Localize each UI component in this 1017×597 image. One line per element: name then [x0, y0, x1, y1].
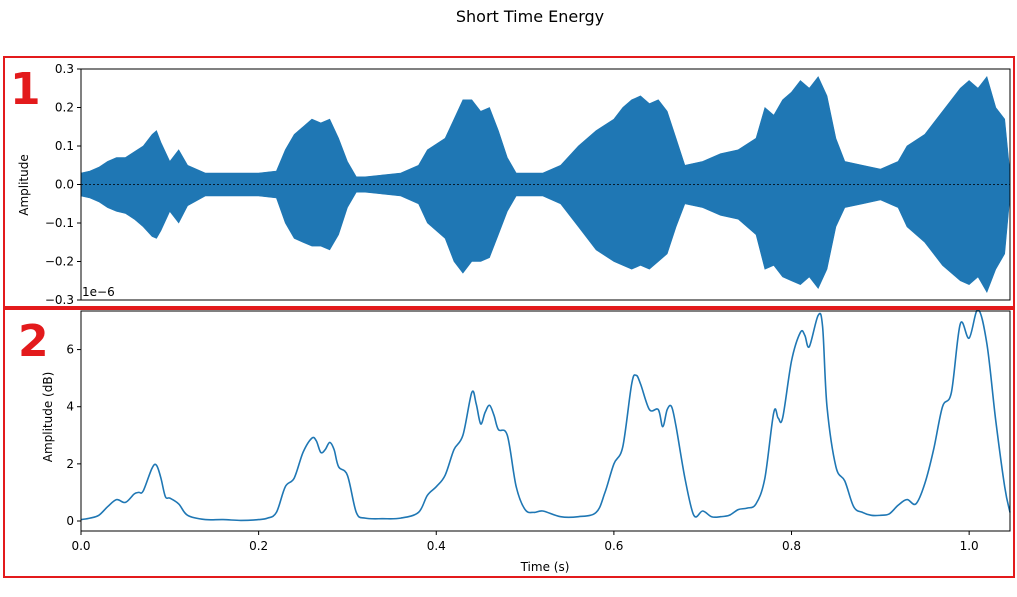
waveform-y-label: Amplitude: [17, 154, 31, 216]
energy-y-label: Amplitude (dB): [41, 372, 55, 463]
y-tick-label: 6: [66, 343, 74, 357]
energy-x-ticks: 0.0 0.2 0.4 0.6 0.8 1.0: [71, 531, 979, 553]
annotation-box-2: [3, 308, 1015, 578]
waveform-y-ticks: 0.3 0.2 0.1 0.0 −0.1 −0.2 −0.3: [45, 62, 81, 307]
x-tick-label: 0.0: [71, 539, 90, 553]
energy-plot-area: [81, 311, 1010, 531]
annotation-box-1: [3, 56, 1015, 308]
energy-axes-frame: [80, 310, 1011, 532]
x-tick-label: 0.4: [427, 539, 446, 553]
energy-y-ticks: 0 2 4 6: [66, 343, 81, 528]
y-tick-label: 4: [66, 400, 74, 414]
x-tick-label: 0.6: [604, 539, 623, 553]
x-tick-label: 0.2: [249, 539, 268, 553]
y-tick-label: 0.1: [55, 139, 74, 153]
y-tick-label: −0.3: [45, 293, 74, 307]
x-axis-label: Time (s): [520, 560, 570, 574]
y-tick-label: 0: [66, 514, 74, 528]
x-tick-label: 0.8: [782, 539, 801, 553]
y-tick-label: −0.2: [45, 255, 74, 269]
y-tick-label: −0.1: [45, 216, 74, 230]
energy-line: [80, 308, 1011, 522]
y-tick-label: 0.2: [55, 101, 74, 115]
y-tick-label: 0.0: [55, 178, 74, 192]
x-tick-label: 1.0: [960, 539, 979, 553]
annotation-number-1: 1: [10, 64, 41, 115]
y-multiplier-label: 1e−6: [82, 285, 115, 299]
y-tick-label: 2: [66, 457, 74, 471]
y-tick-label: 0.3: [55, 62, 74, 76]
chart-title: Short Time Energy: [456, 7, 604, 26]
waveform-panel: 0.3 0.2 0.1 0.0 −0.1 −0.2 −0.3 Amplitude: [17, 62, 1011, 307]
annotation-number-2: 2: [18, 316, 49, 367]
energy-panel: 0 2 4 6 0.0 0.2 0.4 0.6 0.8 1.0 1e−6 Amplitude (…: [41, 285, 1011, 574]
